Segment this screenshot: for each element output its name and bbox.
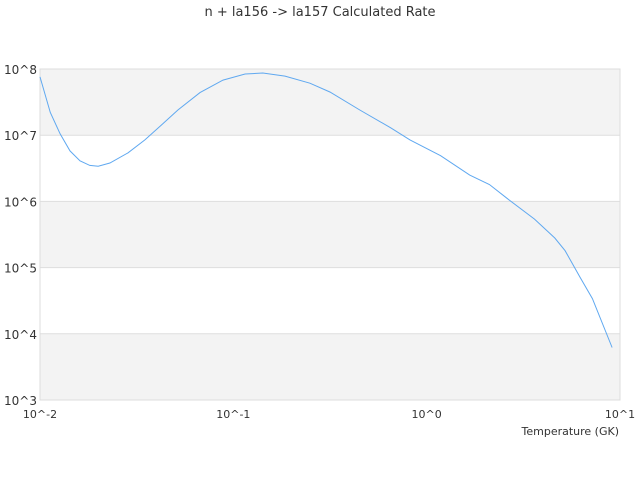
series-line (39, 72, 613, 348)
x-tick-label: 10^-1 (216, 408, 250, 421)
chart-title: n + la156 -> la157 Calculated Rate (204, 5, 435, 20)
grid-band (40, 201, 620, 268)
grid-band (40, 333, 620, 400)
y-tick-label: 10^5 (4, 262, 37, 276)
plot-frame (39, 68, 621, 401)
y-tick-label: 10^8 (4, 63, 37, 77)
y-tick-label: 10^7 (4, 129, 37, 143)
grid-band (40, 69, 620, 136)
x-axis-label: Temperature (GK) (521, 425, 620, 438)
y-tick-label: 10^6 (4, 195, 37, 209)
x-tick-label: 10^-2 (23, 408, 57, 421)
y-tick-label: 10^3 (4, 394, 37, 408)
y-tick-label: 10^4 (4, 328, 37, 342)
x-tick-label: 10^0 (412, 408, 442, 421)
x-tick-label: 10^1 (605, 408, 635, 421)
